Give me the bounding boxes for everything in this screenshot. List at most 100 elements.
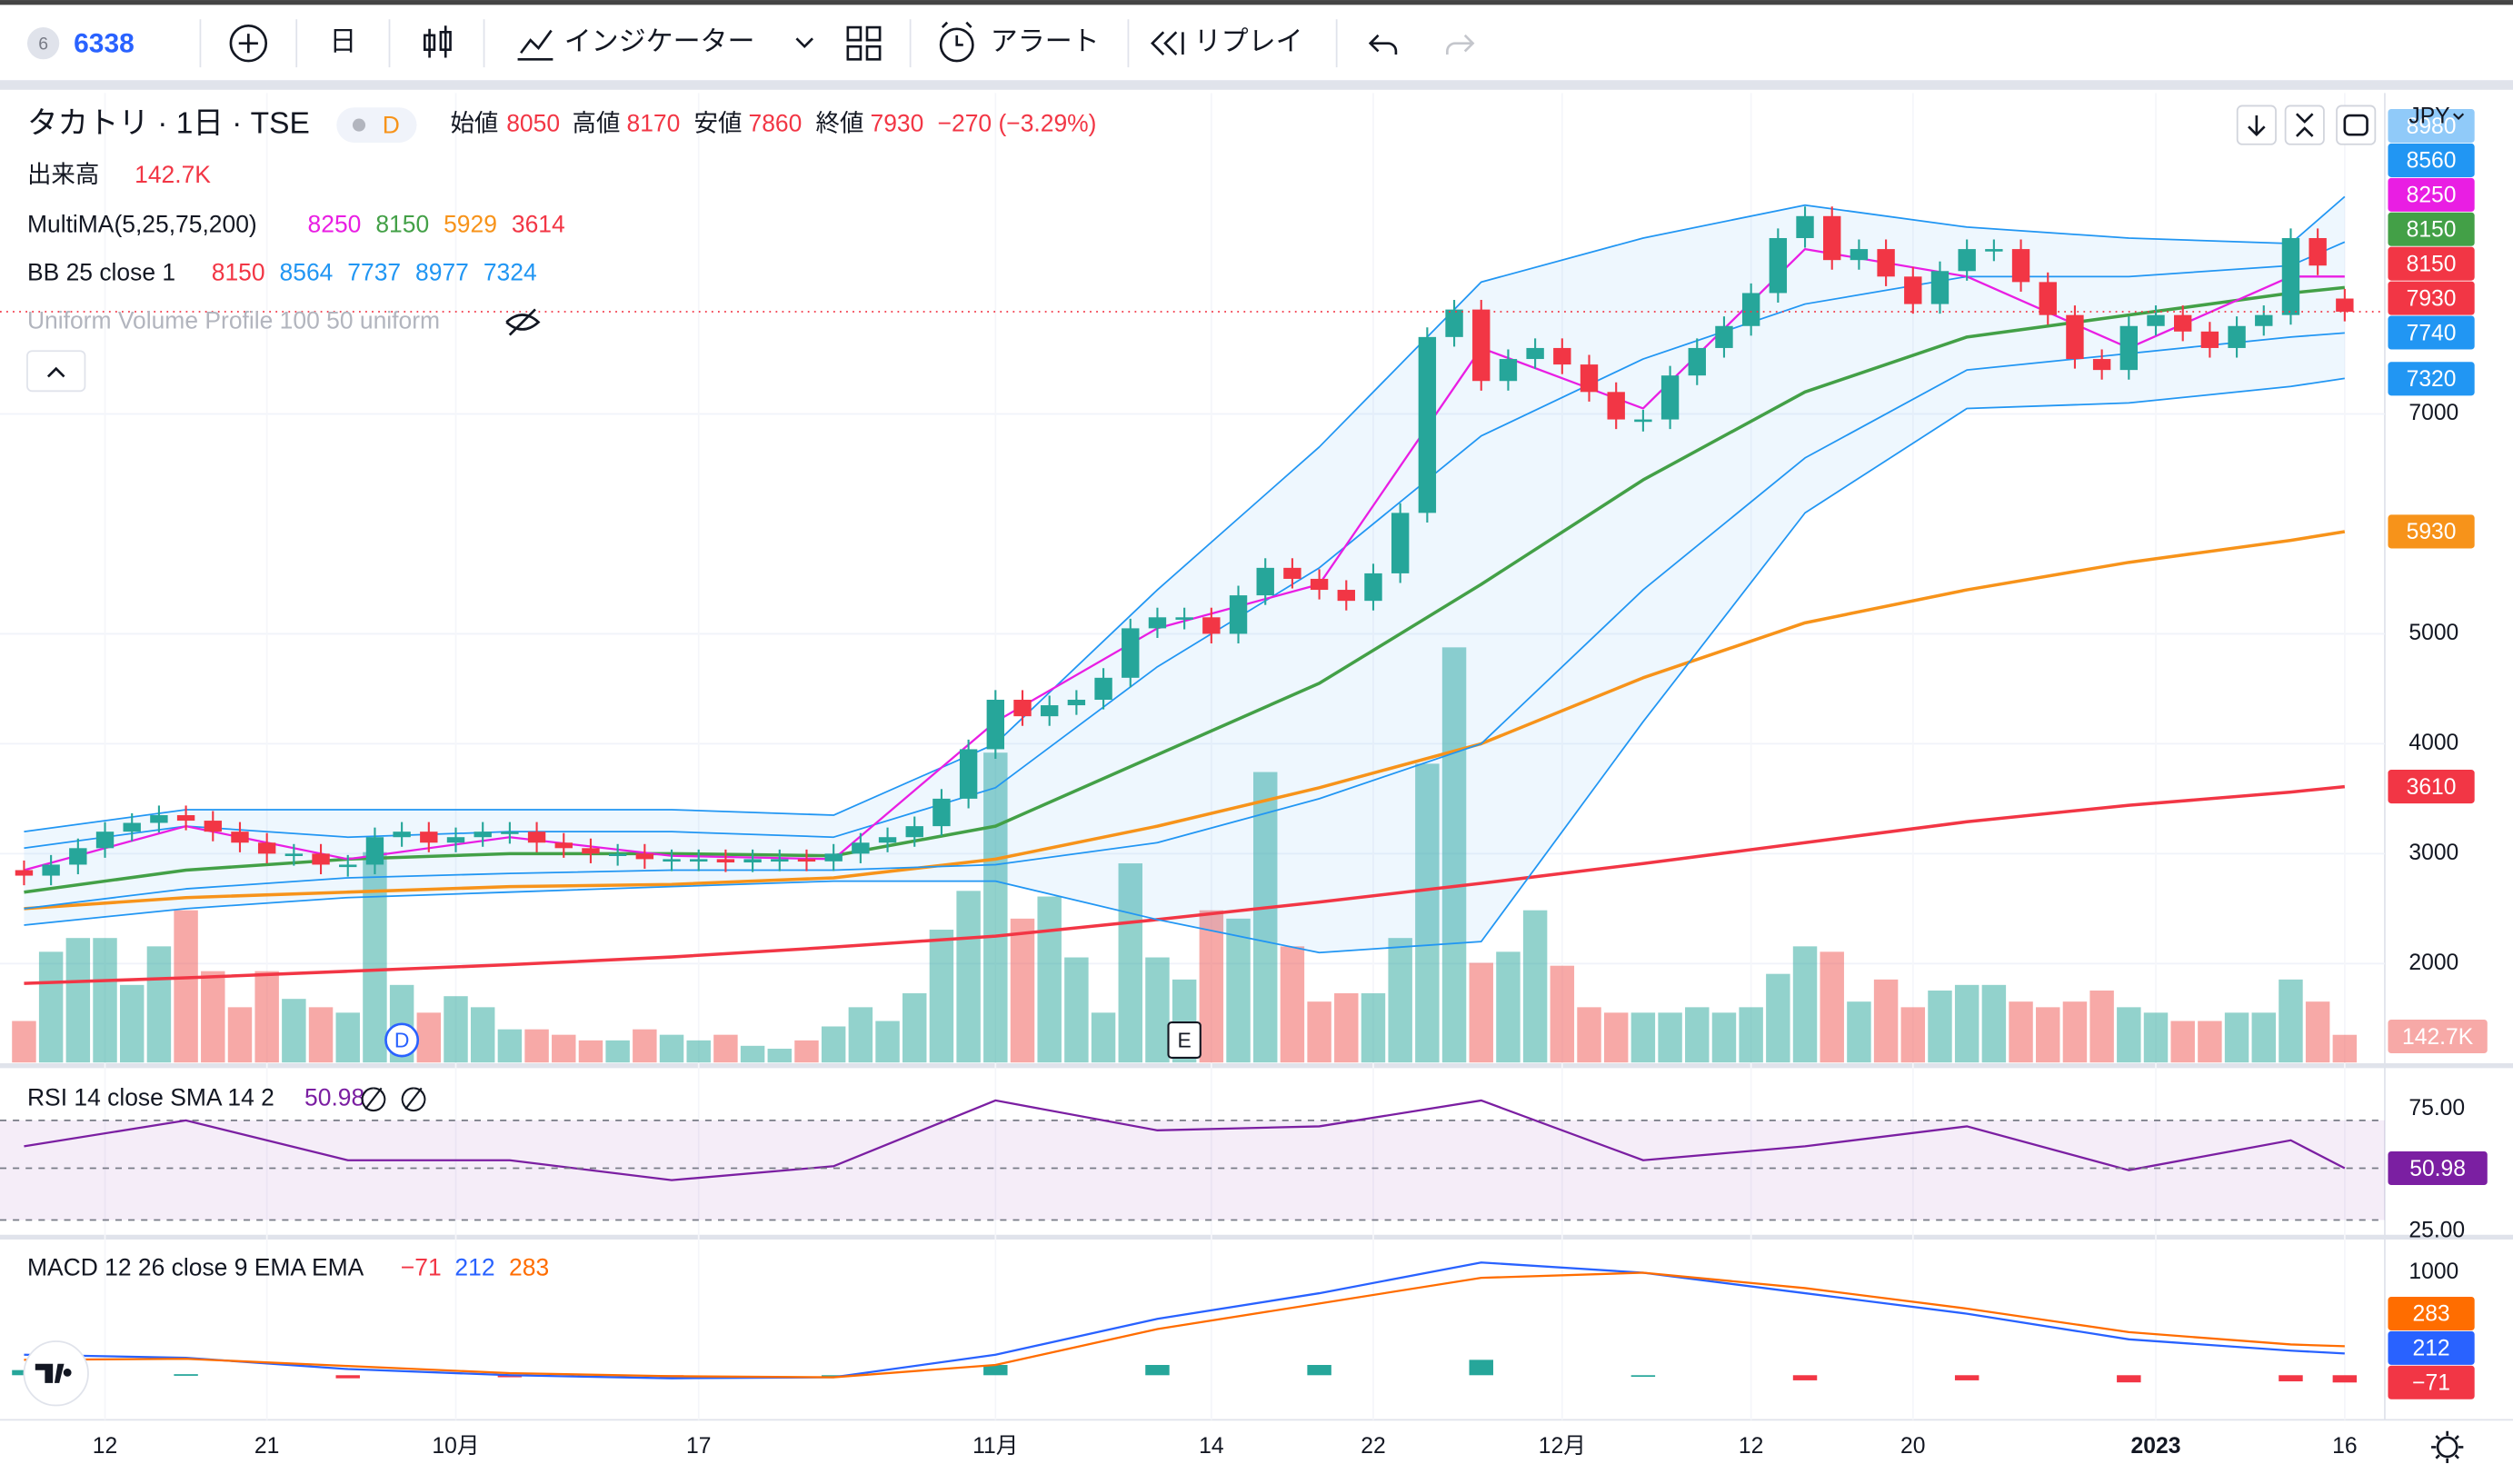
value-tag-label: 7930: [2407, 286, 2457, 311]
candle-body: [1580, 364, 1599, 393]
alert[interactable]: アラート: [991, 27, 1100, 57]
candle-body: [771, 859, 789, 862]
value-tag: [2388, 1296, 2475, 1330]
badge-dot: [352, 118, 366, 132]
volume-bar: [1415, 763, 1440, 1063]
change: −270 (−3.29%): [938, 110, 1097, 137]
legend-value: 7737: [347, 259, 401, 286]
volume-bar: [767, 1049, 793, 1063]
high: 8170: [626, 110, 680, 137]
volume-bar: [1954, 984, 1979, 1063]
candle-body: [501, 832, 519, 834]
candle-body: [663, 859, 681, 862]
redo[interactable]: [1446, 34, 1475, 55]
volume-bar: [1658, 1012, 1682, 1063]
x-tick-label: 17: [686, 1434, 711, 1459]
y-tick-label: 2000: [2408, 951, 2458, 975]
close: 7930: [871, 110, 924, 137]
volume-bar: [119, 984, 145, 1063]
add-symbol[interactable]: [229, 24, 268, 63]
indicators[interactable]: インジケーター: [564, 27, 755, 57]
volume-bar: [686, 1040, 711, 1063]
volume-bar: [902, 993, 927, 1063]
top-edge: [0, 0, 2513, 5]
candle-body: [716, 859, 735, 863]
low: 7860: [749, 110, 803, 137]
value-tag: [2388, 315, 2475, 350]
maximize-pane[interactable]: [2336, 105, 2377, 145]
symbol[interactable]: 6338: [74, 28, 135, 58]
volume-bar: [633, 1029, 657, 1063]
volume-bar: [254, 971, 279, 1063]
value-tag: [2388, 362, 2475, 396]
volume-bar: [1334, 993, 1359, 1063]
volume-bar: [1145, 957, 1170, 1063]
dropdown[interactable]: [795, 37, 813, 49]
candle-body: [2281, 237, 2300, 315]
volume-bar: [65, 938, 91, 1063]
replay[interactable]: リプレイ: [1194, 27, 1303, 57]
candle-body: [1148, 617, 1167, 629]
value-tag: [2388, 1365, 2475, 1399]
value-tag: [2388, 281, 2475, 315]
volume-bar: [552, 1034, 576, 1063]
volume-bar: [1550, 965, 1575, 1063]
candle-body: [1202, 617, 1221, 634]
candle-body: [2309, 237, 2327, 266]
hidden-icon[interactable]: [505, 308, 541, 336]
candle-body: [1796, 215, 1814, 238]
volume-bar: [444, 996, 468, 1063]
candle-body: [932, 798, 951, 827]
candle-body: [284, 853, 304, 857]
settings[interactable]: [2436, 1436, 2458, 1459]
macd-histogram: [1469, 1360, 1493, 1376]
candle-body: [1930, 271, 1950, 304]
value-tag-label: 8150: [2407, 252, 2457, 276]
candle-body: [743, 859, 762, 863]
currency-dropdown[interactable]: [2453, 113, 2465, 121]
candle-body: [1175, 617, 1193, 620]
currency[interactable]: JPY: [2408, 104, 2449, 128]
volume-bar: [1199, 910, 1224, 1063]
volume-bar: [875, 1021, 900, 1063]
symbol-badge[interactable]: [26, 27, 60, 60]
candle-body: [986, 700, 1005, 750]
value-tag-label: 8150: [2407, 218, 2457, 243]
candle-body: [1823, 215, 1841, 261]
collapse-button[interactable]: [26, 350, 86, 393]
candle-body: [1741, 293, 1760, 326]
volume-value: 142.7K: [135, 161, 211, 188]
volume-bar: [2089, 991, 2114, 1063]
event-label: D: [394, 1028, 410, 1051]
macd-tick-label: 1000: [2408, 1260, 2458, 1284]
legend-value: 7324: [484, 259, 537, 286]
layouts[interactable]: [846, 25, 882, 61]
interval[interactable]: 日: [329, 27, 356, 57]
rsi-tick-label: 25.00: [2408, 1218, 2465, 1242]
candle-body: [878, 837, 897, 843]
candle-body: [635, 853, 654, 860]
close-label: 終値: [816, 110, 864, 137]
value-tag: [2388, 770, 2475, 804]
bb-label: BB 25 close 1: [27, 259, 175, 286]
replay-icon[interactable]: [1151, 31, 1184, 55]
candle-body: [1067, 700, 1086, 706]
alert-icon[interactable]: [939, 27, 974, 63]
value-tag: [2388, 143, 2475, 177]
candle-body: [474, 832, 492, 838]
volume-bar: [1091, 1012, 1116, 1063]
candle-body: [95, 832, 115, 849]
value-tag-label: 8250: [2407, 184, 2457, 208]
macd-histogram: [2279, 1375, 2303, 1382]
macd-histogram: [2332, 1375, 2358, 1383]
volume-bar: [2224, 1012, 2249, 1063]
chart-type[interactable]: [423, 25, 452, 58]
volume-bar: [2279, 979, 2303, 1063]
rsi-label: RSI 14 close SMA 14 2: [27, 1084, 274, 1111]
candle-body: [1958, 249, 1976, 272]
candle-body: [2039, 282, 2057, 315]
collapse-pane[interactable]: [2284, 105, 2325, 145]
indicator-icon[interactable]: [517, 29, 553, 61]
undo[interactable]: [1368, 34, 1398, 55]
legend-value: 3614: [512, 211, 565, 238]
